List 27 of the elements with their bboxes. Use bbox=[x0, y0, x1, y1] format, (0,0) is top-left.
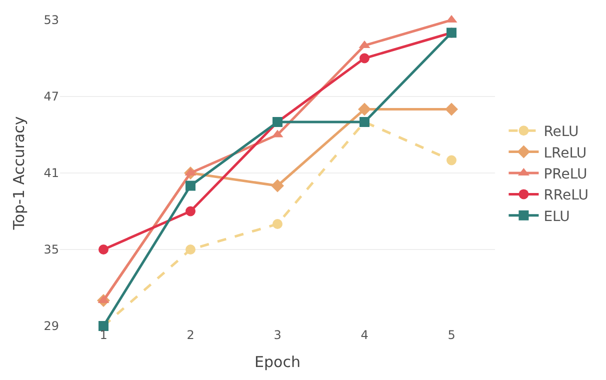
x-axis-title: Epoch bbox=[254, 353, 300, 371]
point bbox=[186, 180, 196, 191]
legend-label: ReLU bbox=[544, 124, 579, 140]
point bbox=[271, 179, 284, 192]
point bbox=[445, 102, 458, 116]
point bbox=[186, 206, 196, 216]
point bbox=[360, 53, 370, 64]
y-tick-label: 35 bbox=[44, 242, 59, 257]
legend-label: LReLU bbox=[544, 145, 587, 162]
point bbox=[186, 244, 196, 254]
legend-label: PReLU bbox=[544, 166, 588, 182]
x-tick-label: 1 bbox=[100, 328, 108, 342]
point bbox=[272, 219, 282, 229]
x-tick-label: 3 bbox=[274, 328, 282, 342]
point bbox=[98, 244, 108, 254]
x-tick-label: 4 bbox=[360, 328, 368, 342]
legend-label: ELU bbox=[544, 208, 570, 225]
y-tick-label: 53 bbox=[44, 13, 59, 28]
y-tick-label: 41 bbox=[44, 166, 59, 180]
y-tick-label: 47 bbox=[44, 90, 59, 104]
point bbox=[446, 155, 456, 166]
y-tick-label: 29 bbox=[44, 319, 59, 334]
point bbox=[358, 102, 371, 116]
x-tick-label: 5 bbox=[448, 328, 456, 342]
x-tick-label: 2 bbox=[186, 328, 194, 342]
legend-label: RReLU bbox=[544, 188, 588, 204]
y-axis-title: Top-1 Accuracy bbox=[10, 116, 28, 231]
